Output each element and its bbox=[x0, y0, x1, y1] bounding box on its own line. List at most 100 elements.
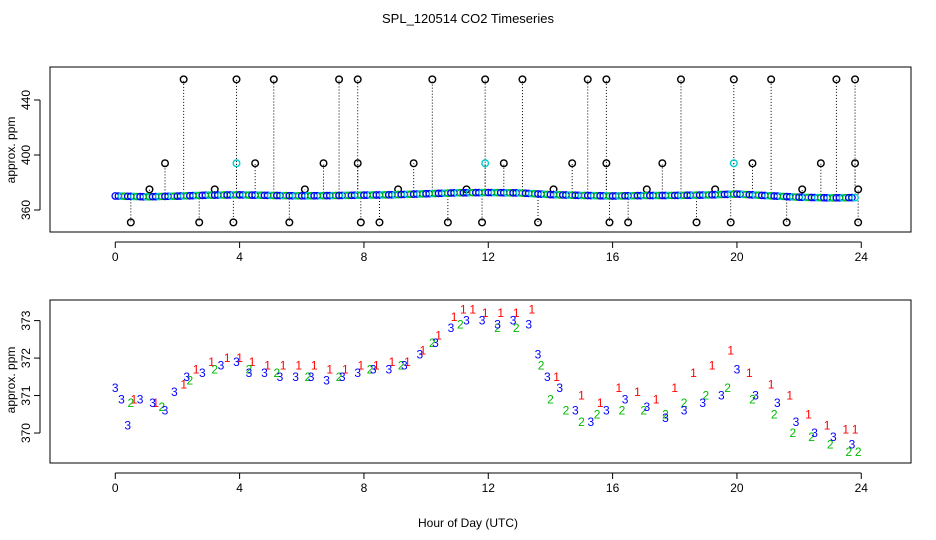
x-tick-label: 20 bbox=[730, 481, 744, 495]
flag-1-point: 1 bbox=[727, 344, 734, 358]
flag-1-point: 1 bbox=[326, 362, 333, 376]
flag-3-point: 3 bbox=[417, 347, 424, 361]
flag-3-point: 3 bbox=[401, 359, 408, 373]
flag-3-point: 3 bbox=[662, 411, 669, 425]
y-tick-label: 360 bbox=[19, 200, 33, 220]
spike-point bbox=[798, 185, 807, 194]
flag-2-point: 2 bbox=[749, 392, 756, 406]
flag-1-point: 1 bbox=[653, 392, 660, 406]
x-tick-label: 4 bbox=[236, 250, 243, 264]
flag-2-point: 2 bbox=[578, 415, 585, 429]
flag-1-point: 1 bbox=[131, 392, 138, 406]
flag-3-point: 3 bbox=[149, 396, 156, 410]
flag-2-point: 2 bbox=[187, 374, 194, 388]
flag-3-point: 3 bbox=[525, 317, 532, 331]
flag-3-point: 3 bbox=[448, 321, 455, 335]
raw-x-axis: 0 4 8 12 16 20 24 bbox=[112, 241, 868, 264]
y-tick-label: 440 bbox=[19, 90, 33, 110]
raw-panel: approx. ppm 0 4 8 12 16 20 24 360 400 440 bbox=[4, 66, 912, 264]
spike-point bbox=[851, 159, 860, 168]
flag-1-point: 1 bbox=[482, 306, 489, 320]
y-tick-label: 373 bbox=[19, 310, 33, 330]
flag-1-point: 1 bbox=[824, 419, 831, 433]
flag-1-point: 1 bbox=[180, 377, 187, 391]
spike-point bbox=[782, 218, 791, 227]
spike-point bbox=[481, 159, 490, 168]
y-tick-label: 371 bbox=[19, 385, 33, 405]
x-tick-label: 8 bbox=[361, 481, 368, 495]
flag-1-point: 1 bbox=[852, 422, 859, 436]
flag-3-point: 3 bbox=[339, 370, 346, 384]
flag-2-point: 2 bbox=[771, 407, 778, 421]
spike-point bbox=[251, 159, 260, 168]
flag-2-point: 2 bbox=[845, 445, 852, 459]
flag-1-point: 1 bbox=[528, 302, 535, 316]
flag-1-point: 1 bbox=[404, 355, 411, 369]
flag-3-point: 3 bbox=[793, 415, 800, 429]
flag-3-point: 3 bbox=[588, 415, 595, 429]
x-tick-label: 8 bbox=[361, 250, 368, 264]
spike-point bbox=[478, 218, 487, 227]
flag-3-point: 3 bbox=[277, 370, 284, 384]
flag-2-point: 2 bbox=[619, 404, 626, 418]
flag-1-point: 1 bbox=[634, 385, 641, 399]
x-tick-label: 16 bbox=[606, 250, 620, 264]
x-tick-label: 24 bbox=[855, 481, 869, 495]
flag-3-point: 3 bbox=[463, 314, 470, 328]
flag-3-point: 3 bbox=[323, 374, 330, 388]
flag-2-point: 2 bbox=[159, 400, 166, 414]
flag-3-point: 3 bbox=[830, 430, 837, 444]
flag-2-point: 2 bbox=[305, 370, 312, 384]
spike-point bbox=[210, 185, 219, 194]
figure-title: SPL_120514 CO2 Timeseries bbox=[382, 11, 554, 26]
spike-point bbox=[319, 159, 328, 168]
flag-3-point: 3 bbox=[811, 426, 818, 440]
flag-2-point: 2 bbox=[855, 445, 862, 459]
spike-point bbox=[269, 75, 278, 84]
flag-1-point: 1 bbox=[236, 351, 243, 365]
flag-3-point: 3 bbox=[233, 355, 240, 369]
spike-point bbox=[285, 218, 294, 227]
baseline-point bbox=[851, 193, 859, 202]
flag-3-point: 3 bbox=[510, 314, 517, 328]
spike-point bbox=[126, 218, 135, 227]
spike-point bbox=[161, 159, 170, 168]
x-tick-label: 16 bbox=[606, 481, 620, 495]
y-tick-label: 370 bbox=[19, 423, 33, 443]
flag-3-point: 3 bbox=[124, 419, 131, 433]
flag-2-point: 2 bbox=[563, 404, 570, 418]
flag-1-point: 1 bbox=[709, 359, 716, 373]
flag-3-point: 3 bbox=[199, 366, 206, 380]
flag-3-point: 3 bbox=[137, 392, 144, 406]
x-tick-label: 12 bbox=[482, 481, 496, 495]
flag-1-point: 1 bbox=[152, 396, 159, 410]
flag-1-point: 1 bbox=[311, 359, 318, 373]
flag-1-point: 1 bbox=[690, 366, 697, 380]
flag-3-point: 3 bbox=[308, 370, 315, 384]
flag-3-point: 3 bbox=[681, 404, 688, 418]
flag-2-point: 2 bbox=[594, 407, 601, 421]
flag-3-point: 3 bbox=[572, 404, 579, 418]
flag-3-point: 3 bbox=[183, 370, 190, 384]
flag-1-point: 1 bbox=[615, 381, 622, 395]
flag-2-point: 2 bbox=[494, 321, 501, 335]
raw-spike-layer bbox=[126, 75, 863, 227]
flag-2-point: 2 bbox=[547, 392, 554, 406]
filtered-plot-frame bbox=[49, 299, 912, 464]
spike-point bbox=[568, 159, 577, 168]
flag-1-point: 1 bbox=[224, 351, 231, 365]
flag-1-point: 1 bbox=[451, 310, 458, 324]
flag-3-point: 3 bbox=[643, 400, 650, 414]
flag-3-point: 3 bbox=[849, 437, 856, 451]
flag-3-point: 3 bbox=[118, 392, 125, 406]
spike-point bbox=[583, 75, 592, 84]
raw-plot-frame bbox=[49, 66, 912, 233]
flag-2-point: 2 bbox=[538, 359, 545, 373]
flag-1-point: 1 bbox=[805, 407, 812, 421]
flag-3-point: 3 bbox=[385, 362, 392, 376]
spike-point bbox=[353, 75, 362, 84]
spike-point bbox=[195, 218, 204, 227]
flag-3-point: 3 bbox=[112, 381, 119, 395]
spike-point bbox=[232, 75, 241, 84]
